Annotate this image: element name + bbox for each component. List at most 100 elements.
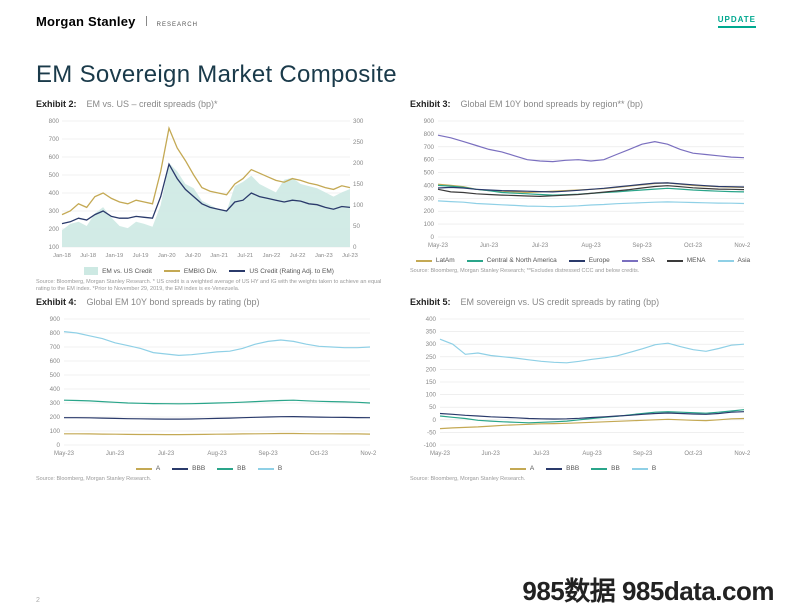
svg-text:200: 200 xyxy=(426,367,437,374)
brand-name: Morgan Stanley xyxy=(36,14,136,29)
svg-text:600: 600 xyxy=(49,154,60,161)
legend-exhibit-4: ABBBBBB xyxy=(36,465,382,472)
svg-text:Jan-20: Jan-20 xyxy=(158,253,176,259)
exhibit-3: Exhibit 3:Global EM 10Y bond spreads by … xyxy=(410,99,756,293)
watermark: 985数据 985data.com xyxy=(522,571,774,608)
svg-text:800: 800 xyxy=(49,118,60,125)
svg-text:Jul-23: Jul-23 xyxy=(532,243,549,249)
exhibit-4: Exhibit 4:Global EM 10Y bond spreads by … xyxy=(36,297,382,483)
exhibit-3-title: Exhibit 3:Global EM 10Y bond spreads by … xyxy=(410,99,756,109)
svg-text:Jan-18: Jan-18 xyxy=(53,253,71,259)
svg-text:700: 700 xyxy=(49,136,60,143)
legend-item: Asia xyxy=(718,257,751,264)
svg-text:Oct-23: Oct-23 xyxy=(310,451,329,457)
svg-text:Sep-23: Sep-23 xyxy=(632,243,652,249)
legend-item: MENA xyxy=(667,257,706,264)
svg-text:250: 250 xyxy=(426,354,437,361)
legend-item: EMBIG Div. xyxy=(164,267,217,275)
svg-text:May-23: May-23 xyxy=(54,451,75,457)
exhibit-4-label: Exhibit 4: xyxy=(36,297,77,307)
svg-text:Oct-23: Oct-23 xyxy=(684,451,703,457)
svg-text:500: 500 xyxy=(424,170,435,177)
svg-text:400: 400 xyxy=(50,386,61,393)
svg-text:800: 800 xyxy=(50,330,61,337)
legend-item: BBB xyxy=(172,465,205,472)
svg-text:Nov-23: Nov-23 xyxy=(360,451,376,457)
exhibit-2: Exhibit 2:EM vs. US – credit spreads (bp… xyxy=(36,99,382,293)
svg-text:600: 600 xyxy=(424,157,435,164)
svg-text:900: 900 xyxy=(424,118,435,125)
svg-text:100: 100 xyxy=(424,221,435,228)
svg-text:700: 700 xyxy=(424,144,435,151)
svg-text:100: 100 xyxy=(49,244,60,251)
chart-exhibit-3: 0100200300400500600700800900May-23Jun-23… xyxy=(410,115,750,255)
svg-text:Jun-23: Jun-23 xyxy=(481,451,500,457)
legend-item: LatAm xyxy=(416,257,455,264)
svg-text:Jun-23: Jun-23 xyxy=(106,451,125,457)
legend-item: Central & North America xyxy=(467,257,557,264)
exhibit-4-title: Exhibit 4:Global EM 10Y bond spreads by … xyxy=(36,297,382,307)
svg-text:Jul-19: Jul-19 xyxy=(133,253,149,259)
svg-text:May-23: May-23 xyxy=(430,451,451,457)
svg-text:300: 300 xyxy=(49,208,60,215)
svg-text:0: 0 xyxy=(433,417,437,424)
svg-text:Jul-23: Jul-23 xyxy=(533,451,550,457)
svg-text:Jul-23: Jul-23 xyxy=(342,253,358,259)
legend-item: BBB xyxy=(546,465,579,472)
svg-text:500: 500 xyxy=(50,372,61,379)
brand: Morgan Stanley RESEARCH xyxy=(36,14,198,29)
exhibit-2-label: Exhibit 2: xyxy=(36,99,77,109)
svg-text:Jan-21: Jan-21 xyxy=(210,253,228,259)
legend-exhibit-2: EM vs. US CreditEMBIG Div.US Credit (Rat… xyxy=(36,267,382,275)
chart-exhibit-4: 0100200300400500600700800900May-23Jun-23… xyxy=(36,313,376,463)
legend-exhibit-3: LatAmCentral & North AmericaEuropeSSAMEN… xyxy=(410,257,756,264)
svg-text:Oct-23: Oct-23 xyxy=(684,243,703,249)
legend-item: A xyxy=(136,465,160,472)
svg-text:700: 700 xyxy=(50,344,61,351)
svg-text:Aug-23: Aug-23 xyxy=(207,451,227,457)
svg-text:Jan-22: Jan-22 xyxy=(263,253,281,259)
page-title: EM Sovereign Market Composite xyxy=(0,37,792,99)
legend-item: BB xyxy=(591,465,620,472)
svg-text:Sep-23: Sep-23 xyxy=(258,451,278,457)
svg-text:200: 200 xyxy=(49,226,60,233)
svg-text:150: 150 xyxy=(426,379,437,386)
svg-text:200: 200 xyxy=(50,414,61,421)
legend-item: BB xyxy=(217,465,246,472)
svg-text:Nov-23: Nov-23 xyxy=(734,451,750,457)
legend-item: B xyxy=(258,465,282,472)
svg-text:300: 300 xyxy=(424,195,435,202)
svg-text:900: 900 xyxy=(50,316,61,323)
svg-text:400: 400 xyxy=(426,316,437,323)
svg-text:Aug-23: Aug-23 xyxy=(581,243,601,249)
legend-item: SSA xyxy=(622,257,655,264)
exhibit-3-label: Exhibit 3: xyxy=(410,99,451,109)
svg-text:Aug-23: Aug-23 xyxy=(582,451,602,457)
svg-text:Jan-23: Jan-23 xyxy=(315,253,333,259)
svg-text:100: 100 xyxy=(426,392,437,399)
exhibit-5: Exhibit 5:EM sovereign vs. US credit spr… xyxy=(410,297,756,483)
svg-text:100: 100 xyxy=(353,202,364,209)
svg-text:0: 0 xyxy=(57,442,61,449)
svg-text:400: 400 xyxy=(49,190,60,197)
page-number: 2 xyxy=(36,597,40,604)
svg-text:Jan-19: Jan-19 xyxy=(105,253,123,259)
svg-text:50: 50 xyxy=(353,223,360,230)
legend-item: B xyxy=(632,465,656,472)
svg-text:300: 300 xyxy=(50,400,61,407)
svg-text:Jul-18: Jul-18 xyxy=(80,253,96,259)
svg-text:100: 100 xyxy=(50,428,61,435)
update-badge: UPDATE xyxy=(718,15,756,28)
exhibit-5-title: Exhibit 5:EM sovereign vs. US credit spr… xyxy=(410,297,756,307)
brand-divider xyxy=(146,16,147,26)
svg-text:Sep-23: Sep-23 xyxy=(633,451,653,457)
svg-text:400: 400 xyxy=(424,182,435,189)
svg-text:0: 0 xyxy=(353,244,357,251)
svg-text:May-23: May-23 xyxy=(428,243,449,249)
svg-text:250: 250 xyxy=(353,139,364,146)
svg-text:300: 300 xyxy=(353,118,364,125)
svg-text:Nov-23: Nov-23 xyxy=(734,243,750,249)
svg-text:800: 800 xyxy=(424,131,435,138)
svg-text:Jun-23: Jun-23 xyxy=(480,243,499,249)
footnote-exhibit-5: Source: Bloomberg, Morgan Stanley Resear… xyxy=(410,476,756,483)
